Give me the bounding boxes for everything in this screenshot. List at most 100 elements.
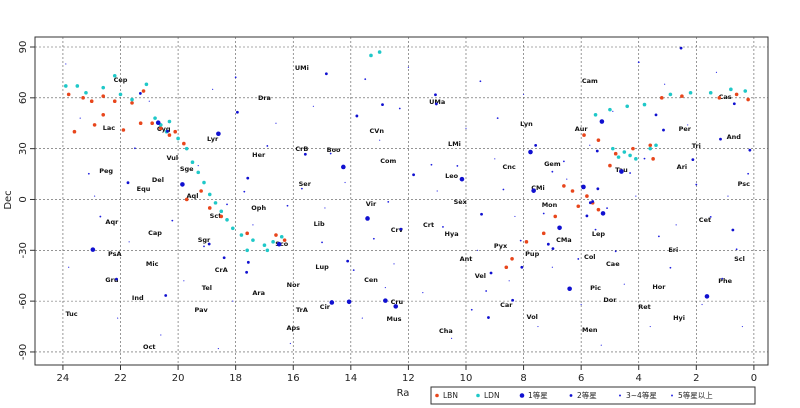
star-point [687, 124, 689, 126]
star-point [207, 242, 211, 246]
legend-box [430, 386, 756, 405]
constellation-label: Her [252, 151, 266, 159]
constellation-label: Cen [364, 276, 378, 284]
star-point [541, 231, 546, 236]
star-point [150, 121, 154, 126]
legend-label: 2等星 [577, 390, 597, 400]
star-point [691, 158, 695, 162]
star-point [346, 299, 352, 305]
constellation-label: Car [500, 301, 513, 309]
star-point [746, 97, 750, 102]
star-point [393, 304, 399, 309]
constellation-label: Nor [287, 281, 301, 289]
constellation-label: Cyg [157, 125, 171, 133]
star-point [534, 144, 538, 147]
star-point [262, 243, 267, 248]
star-point [721, 277, 724, 280]
y-tick-label: -30 [18, 242, 29, 258]
star-point [612, 110, 614, 112]
plot-frame [34, 36, 769, 366]
star-point [245, 270, 249, 274]
star-point [217, 347, 219, 350]
star-point [196, 170, 201, 175]
x-axis-label: Ra [397, 388, 410, 399]
constellation-label: Per [679, 125, 692, 133]
star-point [434, 93, 437, 97]
annotations: UMi Cep Dra UMa Cam Cas Lac Cyg Lyr CVn Lyn Aur Per A… [65, 64, 750, 351]
star-point [642, 102, 647, 107]
constellation-label: Aql [187, 192, 199, 200]
star-point [634, 157, 638, 161]
constellation-label: UMa [429, 98, 445, 106]
star-point [651, 157, 655, 161]
constellation-label: Pic [590, 284, 601, 292]
constellation-label: CrA [215, 266, 228, 274]
star-point [219, 214, 224, 219]
star-point [265, 248, 270, 253]
star-point [614, 250, 617, 253]
legend: LBN LDN 1等星 2等星 3~4等星 5等星以上 [430, 386, 756, 405]
star-point [234, 76, 237, 79]
constellation-label: Dor [603, 296, 617, 304]
constellation-label: Eri [668, 246, 678, 254]
star-point [407, 66, 410, 68]
constellation-label: Hor [652, 283, 666, 291]
constellation-label: Ara [252, 289, 265, 297]
star-point [184, 146, 189, 151]
star-point [266, 145, 269, 147]
star-point [611, 146, 615, 151]
star-point [557, 225, 562, 231]
star-point [68, 266, 70, 268]
star-point [243, 190, 246, 193]
star-point [225, 218, 229, 222]
constellation-label: Cru [391, 298, 404, 306]
star-point [101, 94, 106, 98]
star-point [695, 183, 698, 186]
star-point [64, 84, 68, 88]
star-point [130, 97, 134, 102]
constellation-label: Lib [314, 220, 325, 228]
constellation-label: Tuc [65, 310, 77, 318]
star-point [346, 259, 350, 263]
star-point [399, 227, 403, 231]
star-point [275, 122, 277, 124]
star-point [203, 245, 205, 248]
star-point [551, 266, 553, 268]
constellation-label: Pav [195, 306, 209, 314]
star-point [182, 141, 186, 146]
star-point [581, 184, 586, 190]
star-point [593, 112, 598, 117]
x-tick-label: 6 [578, 373, 584, 384]
star-point [239, 233, 244, 237]
constellation-label: Equ [137, 185, 151, 193]
star-point [487, 316, 490, 319]
star-point [274, 233, 278, 237]
legend-marker [619, 394, 621, 397]
star-point [180, 182, 185, 187]
points [64, 46, 752, 350]
star-point [616, 155, 621, 159]
y-tick-label: 0 [18, 196, 29, 202]
constellation-label: Scl [734, 255, 745, 263]
star-point [504, 265, 509, 270]
constellation-label: Del [152, 176, 164, 184]
star-point [79, 117, 81, 119]
star-point [212, 88, 214, 90]
star-point [606, 207, 608, 210]
star-point [551, 170, 554, 173]
star-point [729, 87, 733, 92]
star-point [251, 238, 255, 242]
star-point [719, 137, 722, 141]
constellation-label: Boo [327, 146, 341, 154]
star-point [591, 200, 595, 203]
star-point [341, 164, 346, 170]
star-point [717, 96, 722, 100]
star-point [282, 238, 287, 242]
star-point [361, 317, 363, 319]
constellation-label: Lep [592, 230, 606, 238]
legend-label: LDN [484, 391, 500, 400]
star-point [476, 249, 479, 251]
star-point [664, 83, 666, 85]
star-point [329, 300, 335, 305]
